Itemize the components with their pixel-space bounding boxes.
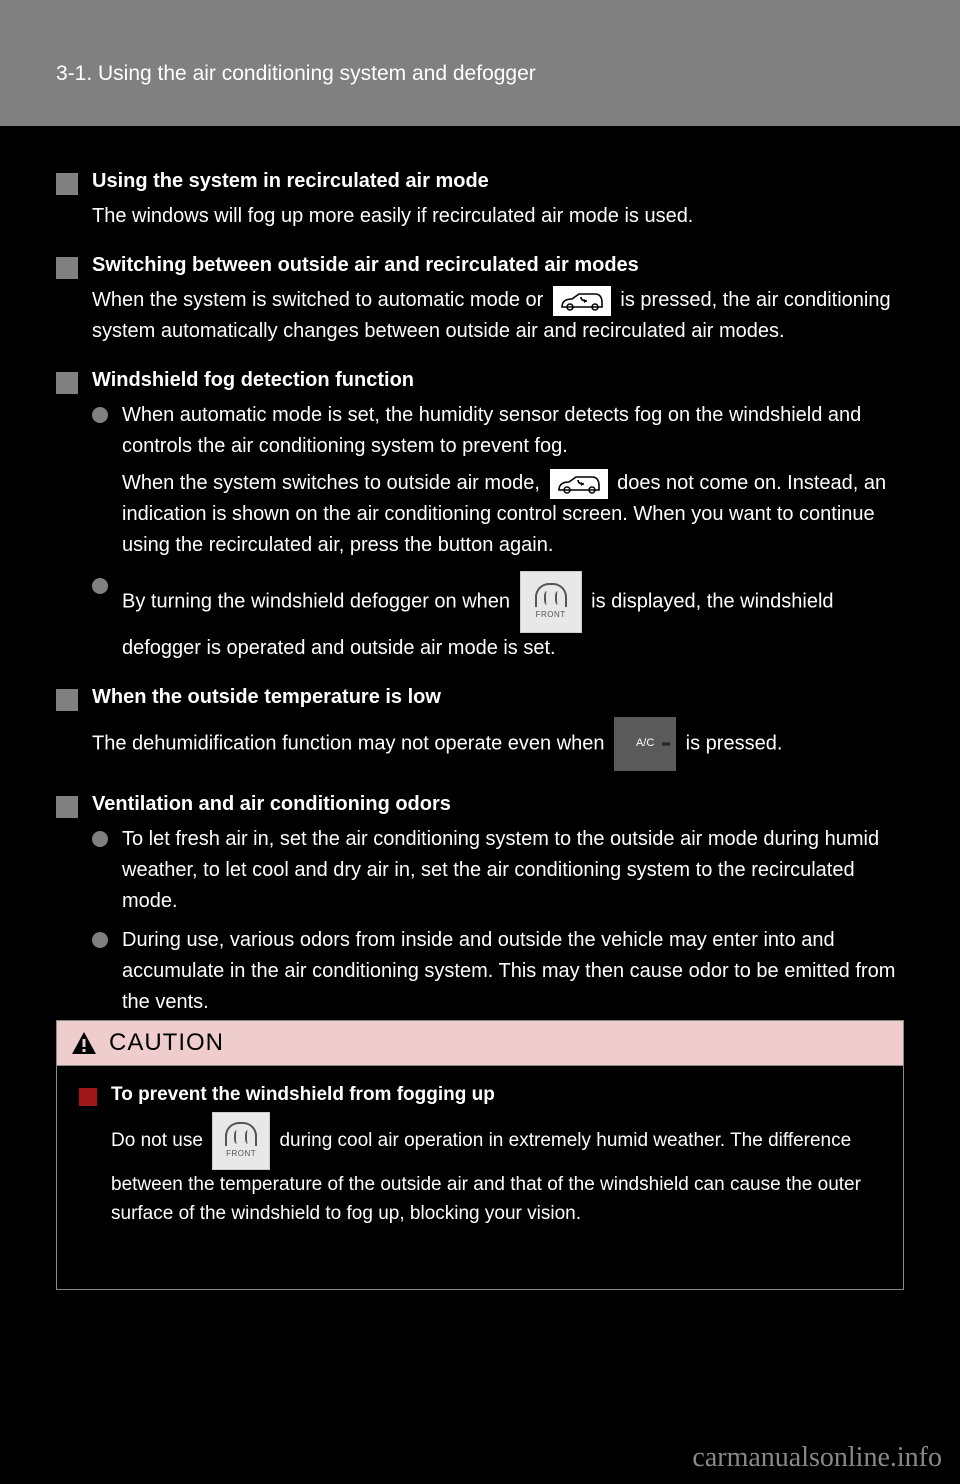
square-bullet-icon <box>56 372 78 394</box>
sub-bullet-1: When automatic mode is set, the humidity… <box>92 400 904 462</box>
caution-text: Do not use FRONT during cool air operati… <box>111 1112 881 1229</box>
topic-low-temp: When the outside temperature is low The … <box>56 686 904 771</box>
front-defog-button-icon: FRONT <box>520 571 582 633</box>
sub-text: By turning the windshield defogger on wh… <box>122 571 904 664</box>
square-bullet-icon <box>56 689 78 711</box>
sub-bullet-2: During use, various odors from inside an… <box>92 925 904 1018</box>
dot-bullet-icon <box>92 407 108 423</box>
topic-body: The dehumidification function may not op… <box>92 717 904 771</box>
caution-title: To prevent the windshield from fogging u… <box>111 1084 495 1106</box>
sub-bullet-1: To let fresh air in, set the air conditi… <box>92 824 904 917</box>
page-header-banner: 3-1. Using the air conditioning system a… <box>0 0 960 126</box>
watermark-text: carmanualsonline.info <box>692 1442 942 1474</box>
dot-bullet-icon <box>92 578 108 594</box>
topic-fog-detection: Windshield fog detection function When a… <box>56 369 904 664</box>
topic-odors: Ventilation and air conditioning odors T… <box>56 793 904 1018</box>
car-mode-icon <box>553 286 611 316</box>
caution-header-text: CAUTION <box>109 1029 224 1057</box>
text-part-a: When the system switches to outside air … <box>122 472 546 494</box>
text-part-b: is pressed. <box>686 732 783 754</box>
sub-text: When automatic mode is set, the humidity… <box>122 400 904 462</box>
sub-text: During use, various odors from inside an… <box>122 925 904 1018</box>
section-title: 3-1. Using the air conditioning system a… <box>56 62 536 86</box>
dot-bullet-icon <box>92 831 108 847</box>
topic-title: Using the system in recirculated air mod… <box>92 170 489 193</box>
sub-continuation: When the system switches to outside air … <box>122 468 904 561</box>
text-part-a: Do not use <box>111 1130 208 1151</box>
topic-title: Ventilation and air conditioning odors <box>92 793 451 816</box>
square-bullet-icon <box>56 257 78 279</box>
warning-triangle-icon <box>71 1031 97 1055</box>
caution-body: To prevent the windshield from fogging u… <box>57 1066 903 1289</box>
topic-recirculated-air: Using the system in recirculated air mod… <box>56 170 904 232</box>
front-defog-button-icon: FRONT <box>212 1112 270 1170</box>
topic-title: When the outside temperature is low <box>92 686 441 709</box>
topic-body: The windows will fog up more easily if r… <box>92 201 904 232</box>
caution-box: CAUTION To prevent the windshield from f… <box>56 1020 904 1290</box>
main-content: Using the system in recirculated air mod… <box>0 126 960 1018</box>
topic-title: Switching between outside air and recirc… <box>92 254 639 277</box>
car-mode-icon <box>550 469 608 499</box>
square-bullet-icon <box>56 796 78 818</box>
text-part-a: When the system is switched to automatic… <box>92 289 549 311</box>
text-part-a: The dehumidification function may not op… <box>92 732 610 754</box>
ac-button-icon: A/C <box>614 717 676 771</box>
red-square-bullet-icon <box>79 1088 97 1106</box>
dot-bullet-icon <box>92 932 108 948</box>
topic-switching-modes: Switching between outside air and recirc… <box>56 254 904 347</box>
caution-header: CAUTION <box>57 1021 903 1066</box>
sub-bullet-2: By turning the windshield defogger on wh… <box>92 571 904 664</box>
topic-body: When the system is switched to automatic… <box>92 285 904 347</box>
topic-title: Windshield fog detection function <box>92 369 414 392</box>
text-part-a: By turning the windshield defogger on wh… <box>122 590 516 612</box>
sub-text: To let fresh air in, set the air conditi… <box>122 824 904 917</box>
square-bullet-icon <box>56 173 78 195</box>
